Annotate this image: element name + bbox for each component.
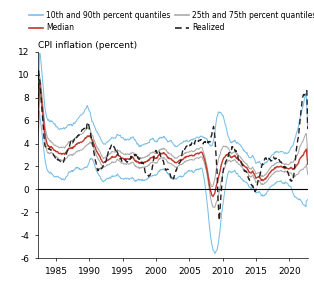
Text: CPI inflation (percent): CPI inflation (percent) xyxy=(38,40,137,50)
Legend: 10th and 90th percent quantiles, Median, 25th and 75th percent quantiles, Realiz: 10th and 90th percent quantiles, Median,… xyxy=(26,7,314,35)
